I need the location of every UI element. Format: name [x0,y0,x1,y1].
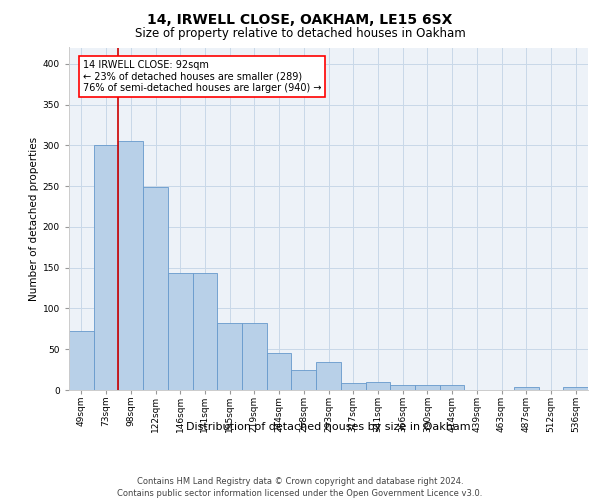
Bar [341,384,365,390]
Bar [365,382,390,390]
Bar [242,323,267,390]
Bar [143,187,168,390]
Bar [118,142,143,390]
Text: Contains HM Land Registry data © Crown copyright and database right 2024.
Contai: Contains HM Land Registry data © Crown c… [118,476,482,498]
Bar [514,386,539,390]
Bar [316,362,341,390]
Bar [168,272,193,390]
Bar [292,370,316,390]
Bar [563,386,588,390]
Text: 14, IRWELL CLOSE, OAKHAM, LE15 6SX: 14, IRWELL CLOSE, OAKHAM, LE15 6SX [148,12,452,26]
Bar [69,332,94,390]
Bar [94,146,118,390]
Bar [440,385,464,390]
Text: Distribution of detached houses by size in Oakham: Distribution of detached houses by size … [187,422,471,432]
Bar [415,385,440,390]
Bar [390,385,415,390]
Bar [217,323,242,390]
Text: 14 IRWELL CLOSE: 92sqm
← 23% of detached houses are smaller (289)
76% of semi-de: 14 IRWELL CLOSE: 92sqm ← 23% of detached… [83,60,321,93]
Y-axis label: Number of detached properties: Number of detached properties [29,136,38,301]
Text: Size of property relative to detached houses in Oakham: Size of property relative to detached ho… [134,28,466,40]
Bar [267,354,292,390]
Bar [193,272,217,390]
